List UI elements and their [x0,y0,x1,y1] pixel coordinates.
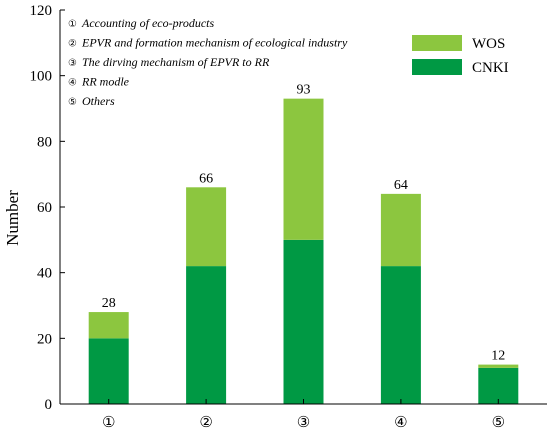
y-tick-label: 80 [37,134,52,150]
x-tick-label: ① [102,413,115,431]
annotation-text: Accounting of eco-products [81,16,215,30]
annotation-text: EPVR and formation mechanism of ecologic… [81,36,348,50]
bar-wos [283,98,324,240]
x-tick-label: ② [199,413,212,431]
y-tick-label: 0 [45,397,53,413]
annotation-number: ② [68,39,77,50]
bar-total-label: 12 [491,349,505,364]
bars: 28 66 93 64 12 [88,83,519,404]
y-axis-label: Number [3,190,22,246]
annotation-text: The dirving mechanism of EPVR to RR [82,55,270,69]
annotation-number: ③ [68,58,77,69]
bar-wos [186,187,227,267]
legend-swatch-cnki [412,59,462,75]
bar-total-label: 93 [297,83,311,98]
legend-label-wos: WOS [472,36,505,52]
bar-cnki [380,266,421,404]
annotations: ① Accounting of eco-products ② EPVR and for… [68,16,348,108]
axes: 0 20 40 60 80 100 120 ① ② ③ ④ ⑤ [30,3,547,431]
bar-total-label: 28 [102,296,116,311]
bar-wos [478,364,519,368]
bar-wos [88,312,129,339]
x-tick-label: ⑤ [492,413,505,431]
annotation-number: ⑤ [68,97,77,108]
y-tick-label: 120 [30,3,53,19]
x-tick-label: ④ [394,413,407,431]
annotation-number: ④ [68,78,77,89]
annotation-number: ① [68,19,77,30]
y-tick-label: 60 [37,200,52,216]
y-tick-label: 20 [37,331,52,347]
x-tick-label: ③ [297,413,310,431]
bar-cnki [186,266,227,404]
bar-total-label: 66 [199,171,213,186]
legend-swatch-wos [412,35,462,51]
bar-total-label: 64 [394,178,408,193]
bar-wos [380,193,421,267]
y-tick-label: 100 [30,69,53,85]
y-tick-label: 40 [37,266,52,282]
annotation-text: RR modle [81,75,130,89]
legend: WOS CNKI [412,35,509,76]
bar-cnki [88,338,129,404]
annotation-text: Others [82,94,115,108]
bar-cnki [478,367,519,404]
bar-cnki [283,239,324,404]
legend-label-cnki: CNKI [472,60,509,76]
